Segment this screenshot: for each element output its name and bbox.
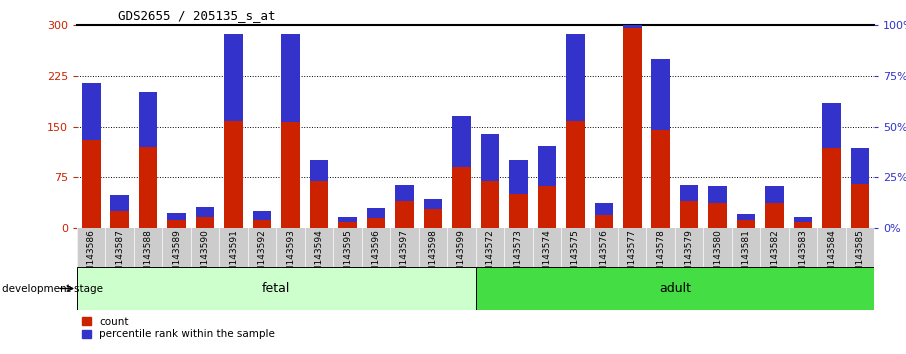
Bar [395, 201, 414, 228]
Text: development stage: development stage [2, 284, 102, 293]
Bar [823, 148, 841, 228]
Bar [594, 202, 613, 215]
Text: GSM143575: GSM143575 [571, 229, 580, 284]
Bar [708, 186, 727, 202]
Text: GSM143588: GSM143588 [144, 229, 153, 284]
Text: GDS2655 / 205135_s_at: GDS2655 / 205135_s_at [118, 9, 275, 22]
Bar [253, 219, 272, 228]
Bar [111, 211, 129, 228]
Bar [708, 202, 727, 228]
Text: GSM143579: GSM143579 [685, 229, 694, 284]
Bar [680, 201, 699, 228]
Bar [537, 186, 556, 228]
Bar [168, 219, 186, 228]
Bar [623, 28, 641, 228]
Bar [310, 160, 328, 181]
Text: GSM143592: GSM143592 [257, 229, 266, 284]
Text: adult: adult [659, 282, 691, 295]
Bar [367, 208, 385, 218]
Text: GSM143593: GSM143593 [286, 229, 295, 284]
Bar [594, 215, 613, 228]
Bar [253, 211, 272, 219]
Bar [139, 147, 158, 228]
Bar [111, 195, 129, 211]
Bar [651, 59, 670, 130]
Bar [476, 267, 874, 310]
Text: GSM143581: GSM143581 [742, 229, 751, 284]
Text: GSM143578: GSM143578 [656, 229, 665, 284]
Bar [82, 83, 101, 140]
Text: GSM143591: GSM143591 [229, 229, 238, 284]
Text: GSM143599: GSM143599 [457, 229, 466, 284]
Bar [794, 222, 813, 228]
Bar [281, 122, 300, 228]
Bar [823, 103, 841, 148]
Text: GSM143582: GSM143582 [770, 229, 779, 284]
Bar [737, 220, 756, 228]
Text: GSM143594: GSM143594 [314, 229, 323, 284]
Bar [452, 116, 471, 167]
Bar [424, 199, 442, 209]
Text: GSM143590: GSM143590 [200, 229, 209, 284]
Bar [196, 217, 215, 228]
Bar [737, 214, 756, 220]
Text: GSM143573: GSM143573 [514, 229, 523, 284]
Text: GSM143574: GSM143574 [543, 229, 552, 284]
Bar [225, 121, 243, 228]
Text: GSM143583: GSM143583 [798, 229, 807, 284]
Bar [537, 145, 556, 186]
Bar [338, 217, 357, 222]
Text: GSM143598: GSM143598 [429, 229, 438, 284]
Bar [139, 92, 158, 147]
Bar [680, 185, 699, 201]
Bar [310, 181, 328, 228]
Bar [766, 202, 784, 228]
Text: GSM143572: GSM143572 [486, 229, 495, 284]
Text: GSM143589: GSM143589 [172, 229, 181, 284]
Bar [566, 121, 584, 228]
Bar [196, 207, 215, 217]
Bar [77, 267, 476, 310]
Text: GSM143596: GSM143596 [371, 229, 381, 284]
Text: GSM143587: GSM143587 [115, 229, 124, 284]
Bar [395, 185, 414, 201]
Text: GSM143584: GSM143584 [827, 229, 836, 284]
Bar [281, 34, 300, 122]
Text: GSM143585: GSM143585 [855, 229, 864, 284]
Text: GSM143586: GSM143586 [87, 229, 96, 284]
Bar [566, 34, 584, 121]
Bar [851, 184, 869, 228]
Bar [168, 213, 186, 219]
Text: GSM143576: GSM143576 [599, 229, 608, 284]
Bar [766, 186, 784, 202]
Text: fetal: fetal [262, 282, 291, 295]
Bar [367, 218, 385, 228]
Bar [623, 0, 641, 28]
Bar [225, 34, 243, 121]
Bar [481, 134, 499, 181]
Text: GSM143580: GSM143580 [713, 229, 722, 284]
Bar [651, 130, 670, 228]
Bar [338, 222, 357, 228]
Bar [794, 217, 813, 222]
Bar [424, 209, 442, 228]
Text: GSM143595: GSM143595 [343, 229, 352, 284]
Text: GSM143577: GSM143577 [628, 229, 637, 284]
Bar [851, 148, 869, 184]
Bar [509, 160, 527, 194]
Bar [82, 140, 101, 228]
Bar [452, 167, 471, 228]
Bar [509, 194, 527, 228]
Legend: count, percentile rank within the sample: count, percentile rank within the sample [82, 317, 275, 339]
Text: GSM143597: GSM143597 [400, 229, 409, 284]
Bar [481, 181, 499, 228]
